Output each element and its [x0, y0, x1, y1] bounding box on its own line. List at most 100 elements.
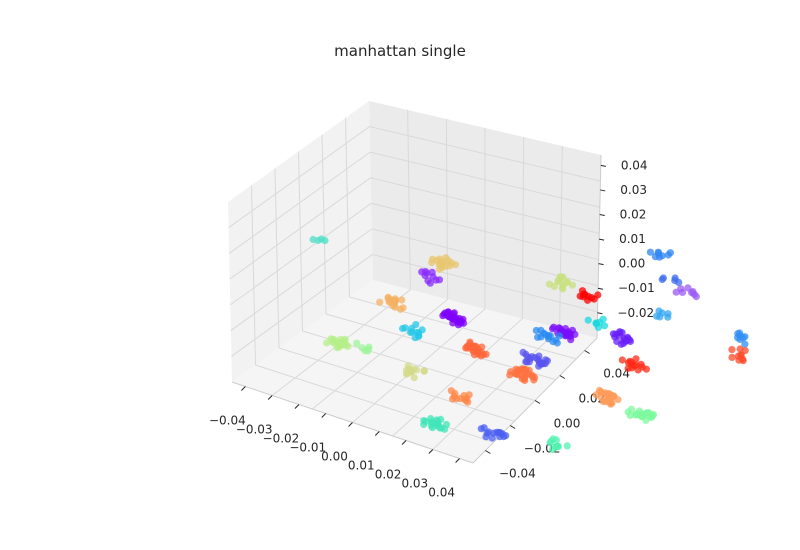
- x-tick-mark: [348, 422, 353, 427]
- scatter-point: [428, 268, 436, 276]
- scatter-point: [521, 376, 529, 385]
- scatter-point: [557, 274, 566, 282]
- z-tick-mark: [597, 287, 604, 290]
- scatter-point: [398, 296, 406, 304]
- x-tick-mark: [321, 413, 327, 418]
- scatter-point: [424, 277, 432, 285]
- scatter-point: [563, 442, 571, 450]
- scatter-point: [624, 408, 632, 416]
- scatter-point: [447, 259, 455, 267]
- scatter-point: [658, 275, 666, 284]
- scatter-point: [463, 342, 471, 350]
- scatter-point: [442, 254, 450, 262]
- scatter-point: [684, 284, 692, 292]
- scatter-point: [741, 340, 749, 348]
- scatter-point: [627, 358, 636, 366]
- scatter-point: [600, 322, 609, 330]
- grid-line-right-horizontal: [370, 151, 600, 208]
- y-tick-label: −0.04: [499, 467, 536, 481]
- scatter-point: [420, 417, 428, 425]
- scatter-point: [559, 281, 567, 289]
- grid-line-right-vertical: [559, 145, 563, 329]
- scatter-point: [618, 356, 626, 364]
- scatter-point: [344, 342, 352, 350]
- scatter-point: [664, 313, 672, 321]
- scatter-point: [651, 253, 660, 261]
- scatter-point: [672, 288, 680, 296]
- scatter-point: [728, 353, 736, 361]
- grid-line-left-vertical: [321, 134, 327, 315]
- z-tick-mark: [597, 312, 603, 315]
- grid-line-left-vertical: [298, 151, 303, 332]
- scatter-point: [546, 332, 555, 340]
- scatter-point: [365, 343, 373, 351]
- z-tick-mark: [598, 263, 604, 266]
- scatter-point: [442, 420, 451, 429]
- scatter-point: [646, 248, 655, 256]
- scatter-point: [436, 424, 444, 432]
- scatter-point: [410, 374, 418, 382]
- grid-line-left-horizontal: [228, 126, 370, 229]
- grid-line-left-horizontal: [230, 228, 373, 331]
- scatter-point: [474, 345, 482, 353]
- scatter-point: [554, 443, 562, 451]
- x-tick-label: −0.04: [209, 414, 246, 428]
- scatter-point: [678, 288, 687, 296]
- scatter-point: [618, 329, 626, 337]
- x-tick-mark: [401, 440, 407, 445]
- scatter-point: [407, 368, 415, 376]
- scatter-point: [602, 398, 610, 406]
- scatter-point: [595, 386, 604, 394]
- grid-line-right-horizontal: [369, 126, 601, 182]
- x-tick-mark: [374, 431, 380, 436]
- scatter-point: [353, 339, 361, 347]
- scatter-point: [427, 415, 435, 423]
- grid-line-right-horizontal: [370, 177, 600, 234]
- scatter-point: [341, 335, 349, 343]
- scatter-point: [454, 318, 462, 326]
- scatter-point: [607, 394, 616, 402]
- scatter-point: [675, 278, 683, 286]
- scatter-point: [549, 445, 557, 454]
- scatter-point: [309, 235, 317, 244]
- grid-line-left-horizontal: [231, 254, 373, 357]
- y-tick-mark: [485, 450, 491, 454]
- chart-title: manhattan single: [334, 42, 466, 60]
- x-tick-label: −0.03: [236, 423, 273, 437]
- scatter-point: [408, 328, 416, 336]
- x-tick-label: 0.02: [375, 468, 402, 482]
- scatter-point: [741, 333, 749, 341]
- scatter-point: [634, 366, 642, 374]
- x-tick-label: 0.03: [401, 477, 428, 491]
- scatter-point: [412, 321, 420, 329]
- scatter-point: [479, 351, 488, 359]
- scatter-point: [482, 433, 490, 441]
- scatter-point: [620, 336, 628, 344]
- scatter-point: [612, 330, 620, 338]
- scatter-point: [399, 304, 407, 312]
- scatter-point: [555, 332, 564, 340]
- scatter-point: [418, 268, 426, 276]
- z-axis-line: [596, 154, 602, 339]
- z-tick-mark: [599, 238, 605, 241]
- scatter-point: [358, 344, 366, 352]
- y-tick-label: 0.04: [603, 367, 630, 381]
- scatter-point: [550, 282, 558, 291]
- grid-line-left-vertical: [345, 117, 350, 298]
- scatter-point: [404, 362, 412, 370]
- x-tick-label: 0.04: [428, 486, 455, 500]
- grid-line-floor-b: [432, 327, 561, 450]
- scatter-point: [502, 432, 510, 440]
- scatter-point: [391, 296, 399, 304]
- scatter-point: [413, 328, 421, 337]
- x-tick-label: 0.01: [348, 459, 375, 473]
- scatter-point: [734, 330, 742, 338]
- scatter-point: [464, 398, 472, 406]
- scatter-point: [537, 360, 545, 368]
- grid-line-left-vertical: [274, 168, 280, 349]
- y-tick-mark: [509, 425, 516, 429]
- scatter-point: [666, 249, 675, 257]
- z-tick-label: 0.04: [621, 158, 648, 172]
- scatter-point: [460, 392, 468, 400]
